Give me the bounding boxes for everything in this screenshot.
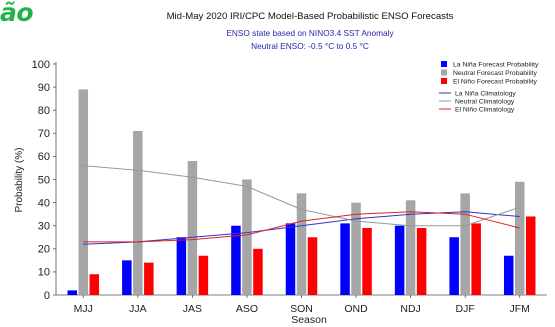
bar <box>449 237 459 295</box>
legend-label: El Niño Climatology <box>455 107 515 114</box>
bar <box>416 228 427 295</box>
x-tick-label: JAS <box>183 303 202 315</box>
y-tick-label: 90 <box>38 82 50 94</box>
bar <box>514 181 525 295</box>
bar <box>525 216 536 295</box>
y-tick-label: 30 <box>38 221 50 233</box>
bar <box>351 202 361 295</box>
bar <box>176 237 187 295</box>
x-tick-label: JJA <box>129 303 147 315</box>
legend-label: Neutral Forecast Probability <box>453 70 537 77</box>
chart-subtitle-neutral: Neutral ENSO: -0.5 °C to 0.5 °C <box>251 41 369 51</box>
bar <box>394 225 405 295</box>
bar <box>471 223 481 295</box>
climatology-line <box>83 211 520 245</box>
x-tick-label: NDJ <box>400 303 420 315</box>
y-tick-label: 60 <box>38 151 50 163</box>
bar <box>187 161 198 295</box>
bar <box>405 200 416 295</box>
bar <box>503 255 514 295</box>
legend-label: La Niña Forecast Probability <box>453 62 539 69</box>
legend-swatch <box>441 78 447 84</box>
legend-label: La Niña Climatology <box>455 91 516 98</box>
bar <box>242 179 252 295</box>
bar <box>231 225 241 295</box>
bar <box>285 223 296 295</box>
bar <box>67 290 78 295</box>
bar <box>78 89 89 295</box>
y-tick-label: 10 <box>38 267 50 279</box>
bar <box>307 237 318 295</box>
bar <box>296 193 307 295</box>
bar <box>198 255 209 295</box>
y-tick-label: 0 <box>44 290 50 302</box>
bar <box>253 248 263 295</box>
bar <box>362 228 372 295</box>
legend-swatch <box>441 61 447 67</box>
corner-text-fragment: ão <box>0 0 34 27</box>
x-tick-label: OND <box>344 303 368 315</box>
climatology-line <box>83 165 520 227</box>
y-tick-label: 50 <box>38 174 50 186</box>
x-tick-label: MJJ <box>74 303 93 315</box>
y-tick-label: 100 <box>32 59 50 71</box>
y-tick-label: 20 <box>38 244 50 256</box>
x-tick-label: DJF <box>456 303 475 315</box>
bar <box>460 193 470 295</box>
y-tick-label: 40 <box>38 197 50 209</box>
y-axis-label: Probability (%) <box>14 147 25 212</box>
x-tick-label: JFM <box>510 303 530 315</box>
bar <box>144 262 154 295</box>
legend-label: El Niño Forecast Probability <box>453 79 537 86</box>
bar <box>133 130 143 295</box>
bar <box>340 223 350 295</box>
chart-subtitle-state: ENSO state based on NINO3.4 SST Anomaly <box>226 28 394 38</box>
x-tick-label: ASO <box>236 303 258 315</box>
y-tick-label: 70 <box>38 128 50 140</box>
climatology-line <box>83 211 520 243</box>
legend-swatch <box>441 69 447 76</box>
bar <box>89 274 100 295</box>
y-tick-label: 80 <box>38 105 50 117</box>
chart-title: Mid-May 2020 IRI/CPC Model-Based Probabi… <box>166 11 454 22</box>
x-axis-label: Season <box>291 314 327 326</box>
x-tick-label: SON <box>290 303 313 315</box>
legend-label: Neutral Climatology <box>455 99 515 106</box>
bar <box>122 260 132 295</box>
